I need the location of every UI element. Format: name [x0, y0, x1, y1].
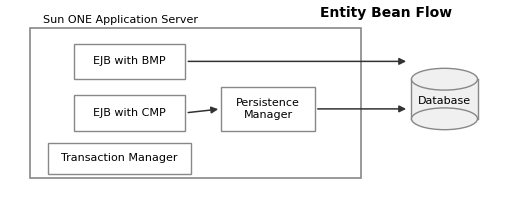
Text: Persistence
Manager: Persistence Manager — [236, 98, 300, 120]
Text: EJB with CMP: EJB with CMP — [93, 108, 166, 118]
Bar — [30, 28, 361, 178]
Text: EJB with BMP: EJB with BMP — [93, 56, 166, 66]
Text: Sun ONE Application Server: Sun ONE Application Server — [43, 15, 198, 25]
Bar — [74, 44, 185, 79]
Text: Transaction Manager: Transaction Manager — [61, 153, 178, 163]
Bar — [48, 143, 190, 174]
Bar — [221, 87, 315, 131]
Text: Database: Database — [418, 96, 471, 106]
Bar — [74, 95, 185, 131]
Ellipse shape — [411, 108, 478, 130]
Text: Entity Bean Flow: Entity Bean Flow — [320, 6, 452, 20]
Bar — [411, 79, 478, 119]
Ellipse shape — [411, 68, 478, 90]
